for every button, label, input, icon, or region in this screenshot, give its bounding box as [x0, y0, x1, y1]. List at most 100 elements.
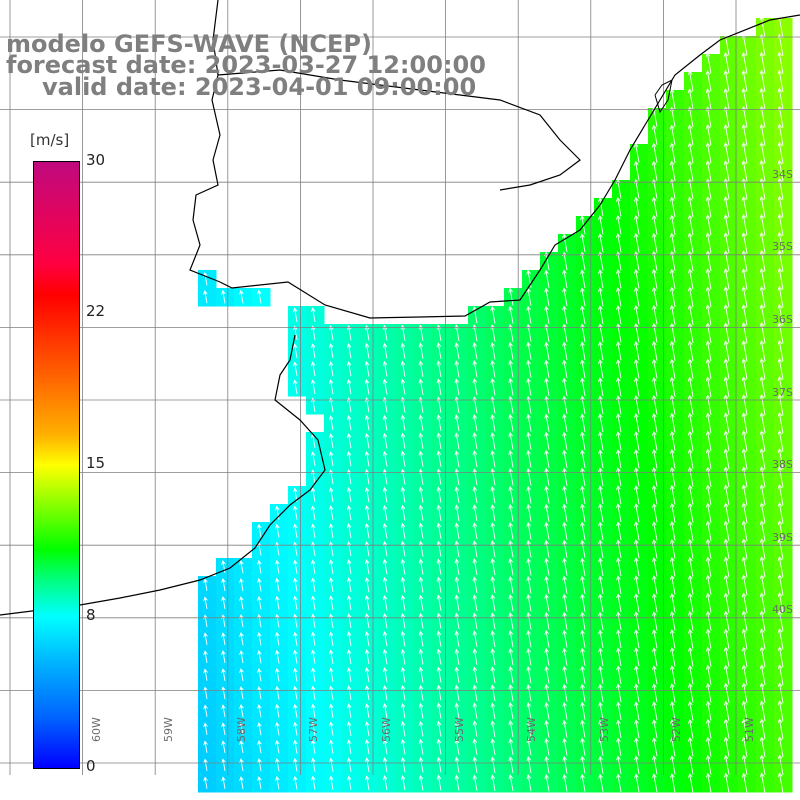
wind-vector — [580, 359, 586, 379]
wind-vector — [634, 448, 640, 469]
wind-vector — [562, 665, 568, 684]
wind-vector — [328, 361, 334, 377]
wind-vector — [759, 610, 766, 632]
field-cell — [666, 612, 685, 631]
wind-vector — [203, 740, 208, 753]
field-cell — [684, 108, 703, 127]
field-cell — [666, 234, 685, 253]
field-cell — [288, 720, 307, 739]
wind-vector — [508, 485, 514, 504]
field-cell — [738, 396, 757, 415]
wind-vector — [472, 612, 478, 629]
wind-vector — [634, 647, 640, 667]
wind-vector — [634, 665, 640, 685]
wind-vector — [777, 69, 784, 92]
wind-vector — [652, 701, 658, 721]
field-cell — [522, 306, 541, 325]
field-cell — [486, 756, 505, 775]
field-cell — [288, 324, 307, 343]
wind-vector — [777, 267, 784, 290]
field-cell — [666, 432, 685, 451]
wind-vector — [400, 360, 406, 377]
field-cell — [360, 720, 379, 739]
field-cell — [648, 396, 667, 415]
field-cell — [450, 756, 469, 775]
wind-vector — [257, 740, 262, 754]
wind-vector — [741, 250, 748, 272]
field-cell — [288, 738, 307, 757]
wind-vector — [328, 415, 334, 431]
field-cell — [684, 594, 703, 613]
wind-vector — [310, 667, 316, 682]
field-cell — [234, 612, 253, 631]
field-cell — [594, 576, 613, 595]
field-cell — [576, 306, 595, 325]
wind-vector — [310, 775, 316, 790]
field-cell — [576, 486, 595, 505]
field-cell — [684, 558, 703, 577]
wind-vector — [544, 629, 550, 648]
field-cell — [630, 756, 649, 775]
field-cell — [594, 378, 613, 397]
field-cell — [522, 342, 541, 361]
field-cell — [648, 756, 667, 775]
wind-vector — [275, 523, 280, 538]
wind-vector — [741, 412, 748, 434]
wind-vector — [759, 574, 766, 596]
field-cell — [594, 612, 613, 631]
field-cell — [378, 738, 397, 757]
wind-vector — [580, 449, 586, 468]
field-cell — [288, 666, 307, 685]
wind-vector — [669, 124, 676, 145]
wind-vector — [257, 559, 262, 574]
field-cell — [504, 558, 523, 577]
field-cell — [684, 576, 703, 595]
wind-vector — [633, 214, 640, 235]
field-cell — [648, 126, 667, 145]
wind-vector — [239, 686, 244, 700]
field-cell — [378, 360, 397, 379]
wind-vector — [669, 322, 676, 343]
field-cell — [702, 216, 721, 235]
wind-vector — [454, 342, 460, 360]
wind-vector — [634, 773, 640, 793]
field-cell — [270, 576, 289, 595]
field-cell — [738, 450, 757, 469]
wind-vector — [777, 718, 784, 740]
field-cell — [270, 756, 289, 775]
field-cell — [576, 684, 595, 703]
wind-vector — [382, 703, 388, 719]
wind-vector — [364, 523, 370, 539]
field-cell — [504, 468, 523, 487]
wind-vector — [526, 485, 532, 504]
field-cell — [504, 486, 523, 505]
field-cell — [720, 666, 739, 685]
field-cell — [774, 198, 793, 217]
wind-vector — [562, 683, 568, 702]
wind-vector — [580, 773, 586, 792]
field-cell — [252, 738, 271, 757]
wind-vector — [616, 521, 622, 541]
field-cell — [774, 270, 793, 289]
lat-label: 40S — [772, 603, 793, 616]
field-cell — [630, 234, 649, 253]
wind-vector — [364, 613, 370, 629]
field-cell — [684, 342, 703, 361]
wind-vector — [203, 776, 208, 789]
wind-vector — [221, 578, 226, 592]
field-cell — [648, 522, 667, 541]
field-cell — [558, 684, 577, 703]
field-cell — [198, 666, 217, 685]
wind-vector — [508, 576, 514, 594]
field-cell — [702, 432, 721, 451]
field-cell — [702, 396, 721, 415]
wind-vector — [490, 702, 496, 720]
field-cell — [342, 396, 361, 415]
wind-vector — [544, 647, 550, 666]
field-cell — [252, 720, 271, 739]
wind-vector — [598, 755, 604, 774]
field-cell — [234, 630, 253, 649]
field-cell — [558, 378, 577, 397]
wind-vector — [615, 214, 622, 235]
field-cell — [558, 414, 577, 433]
